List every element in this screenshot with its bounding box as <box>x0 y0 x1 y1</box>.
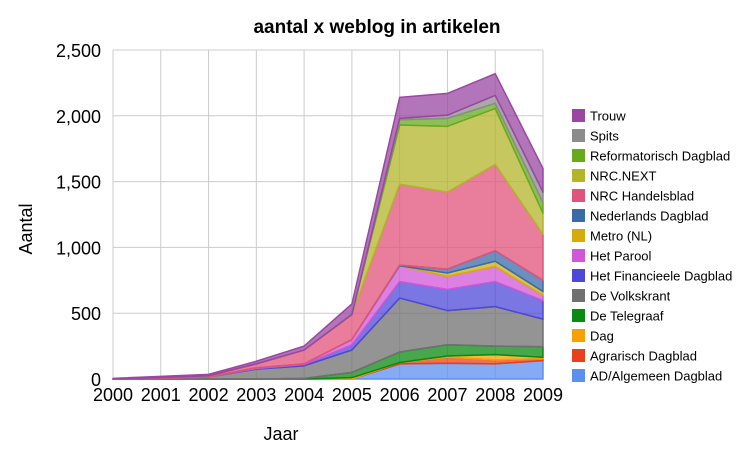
legend-swatch-nrc-handelsblad <box>572 189 585 202</box>
legend-swatch-reformatorisch-dagblad <box>572 149 585 162</box>
x-tick-label: 2000 <box>93 385 133 405</box>
x-tick-label: 2001 <box>141 385 181 405</box>
y-tick-label: 2,000 <box>56 107 101 127</box>
y-tick-label: 0 <box>91 370 101 390</box>
x-tick-label: 2003 <box>236 385 276 405</box>
legend-swatch-het-parool <box>572 249 585 262</box>
x-tick-label: 2007 <box>427 385 467 405</box>
y-tick-label: 500 <box>71 304 101 324</box>
legend-label-trouw: Trouw <box>590 109 626 124</box>
y-axis-label: Aantal <box>16 203 36 254</box>
legend-label-nrc-next: NRC.NEXT <box>590 169 657 184</box>
x-tick-label: 2008 <box>475 385 515 405</box>
legend-label-dag: Dag <box>590 329 614 344</box>
y-tick-label: 1,000 <box>56 238 101 258</box>
legend-swatch-spits <box>572 129 585 142</box>
legend-swatch-trouw <box>572 109 585 122</box>
legend-label-het-financieele-dagblad: Het Financieele Dagblad <box>590 269 732 284</box>
legend-label-metro-nl: Metro (NL) <box>590 229 652 244</box>
legend-swatch-de-volkskrant <box>572 289 585 302</box>
x-axis-label: Jaar <box>263 424 298 444</box>
legend-label-agrarisch-dagblad: Agrarisch Dagblad <box>590 349 697 364</box>
legend-label-nederlands-dagblad: Nederlands Dagblad <box>590 209 709 224</box>
legend-swatch-ad-algemeen-dagblad <box>572 369 585 382</box>
x-tick-label: 2004 <box>284 385 324 405</box>
legend: Trouw Spits Reformatorisch Dagblad NRC.NEXT… <box>572 109 732 384</box>
legend-label-de-telegraaf: De Telegraaf <box>590 309 664 324</box>
legend-swatch-nrc-next <box>572 169 585 182</box>
legend-swatch-agrarisch-dagblad <box>572 349 585 362</box>
legend-label-de-volkskrant: De Volkskrant <box>590 289 671 304</box>
legend-label-ad-algemeen-dagblad: AD/Algemeen Dagblad <box>590 369 722 384</box>
legend-swatch-dag <box>572 329 585 342</box>
y-tick-label: 1,500 <box>56 173 101 193</box>
x-tick-label: 2006 <box>380 385 420 405</box>
x-tick-label: 2002 <box>189 385 229 405</box>
chart-title: aantal x weblog in artikelen <box>253 17 500 38</box>
y-tick-label: 2,500 <box>56 41 101 61</box>
legend-label-reformatorisch-dagblad: Reformatorisch Dagblad <box>590 149 730 164</box>
legend-label-het-parool: Het Parool <box>590 249 652 264</box>
legend-label-spits: Spits <box>590 129 619 144</box>
legend-swatch-de-telegraaf <box>572 309 585 322</box>
area-series-group <box>112 72 544 380</box>
area-trouw <box>112 72 544 380</box>
legend-swatch-nederlands-dagblad <box>572 209 585 222</box>
legend-swatch-metro-nl <box>572 229 585 242</box>
x-tick-label: 2009 <box>523 385 563 405</box>
x-tick-label: 2005 <box>332 385 372 405</box>
legend-label-nrc-handelsblad: NRC Handelsblad <box>590 189 694 204</box>
y-tick-labels: 0 500 1,000 1,500 2,000 2,500 <box>56 41 101 390</box>
legend-swatch-het-financieele-dagblad <box>572 269 585 282</box>
x-tick-labels: 2000 2001 2002 2003 2004 2005 2006 2007 2008 2009 <box>93 385 563 405</box>
